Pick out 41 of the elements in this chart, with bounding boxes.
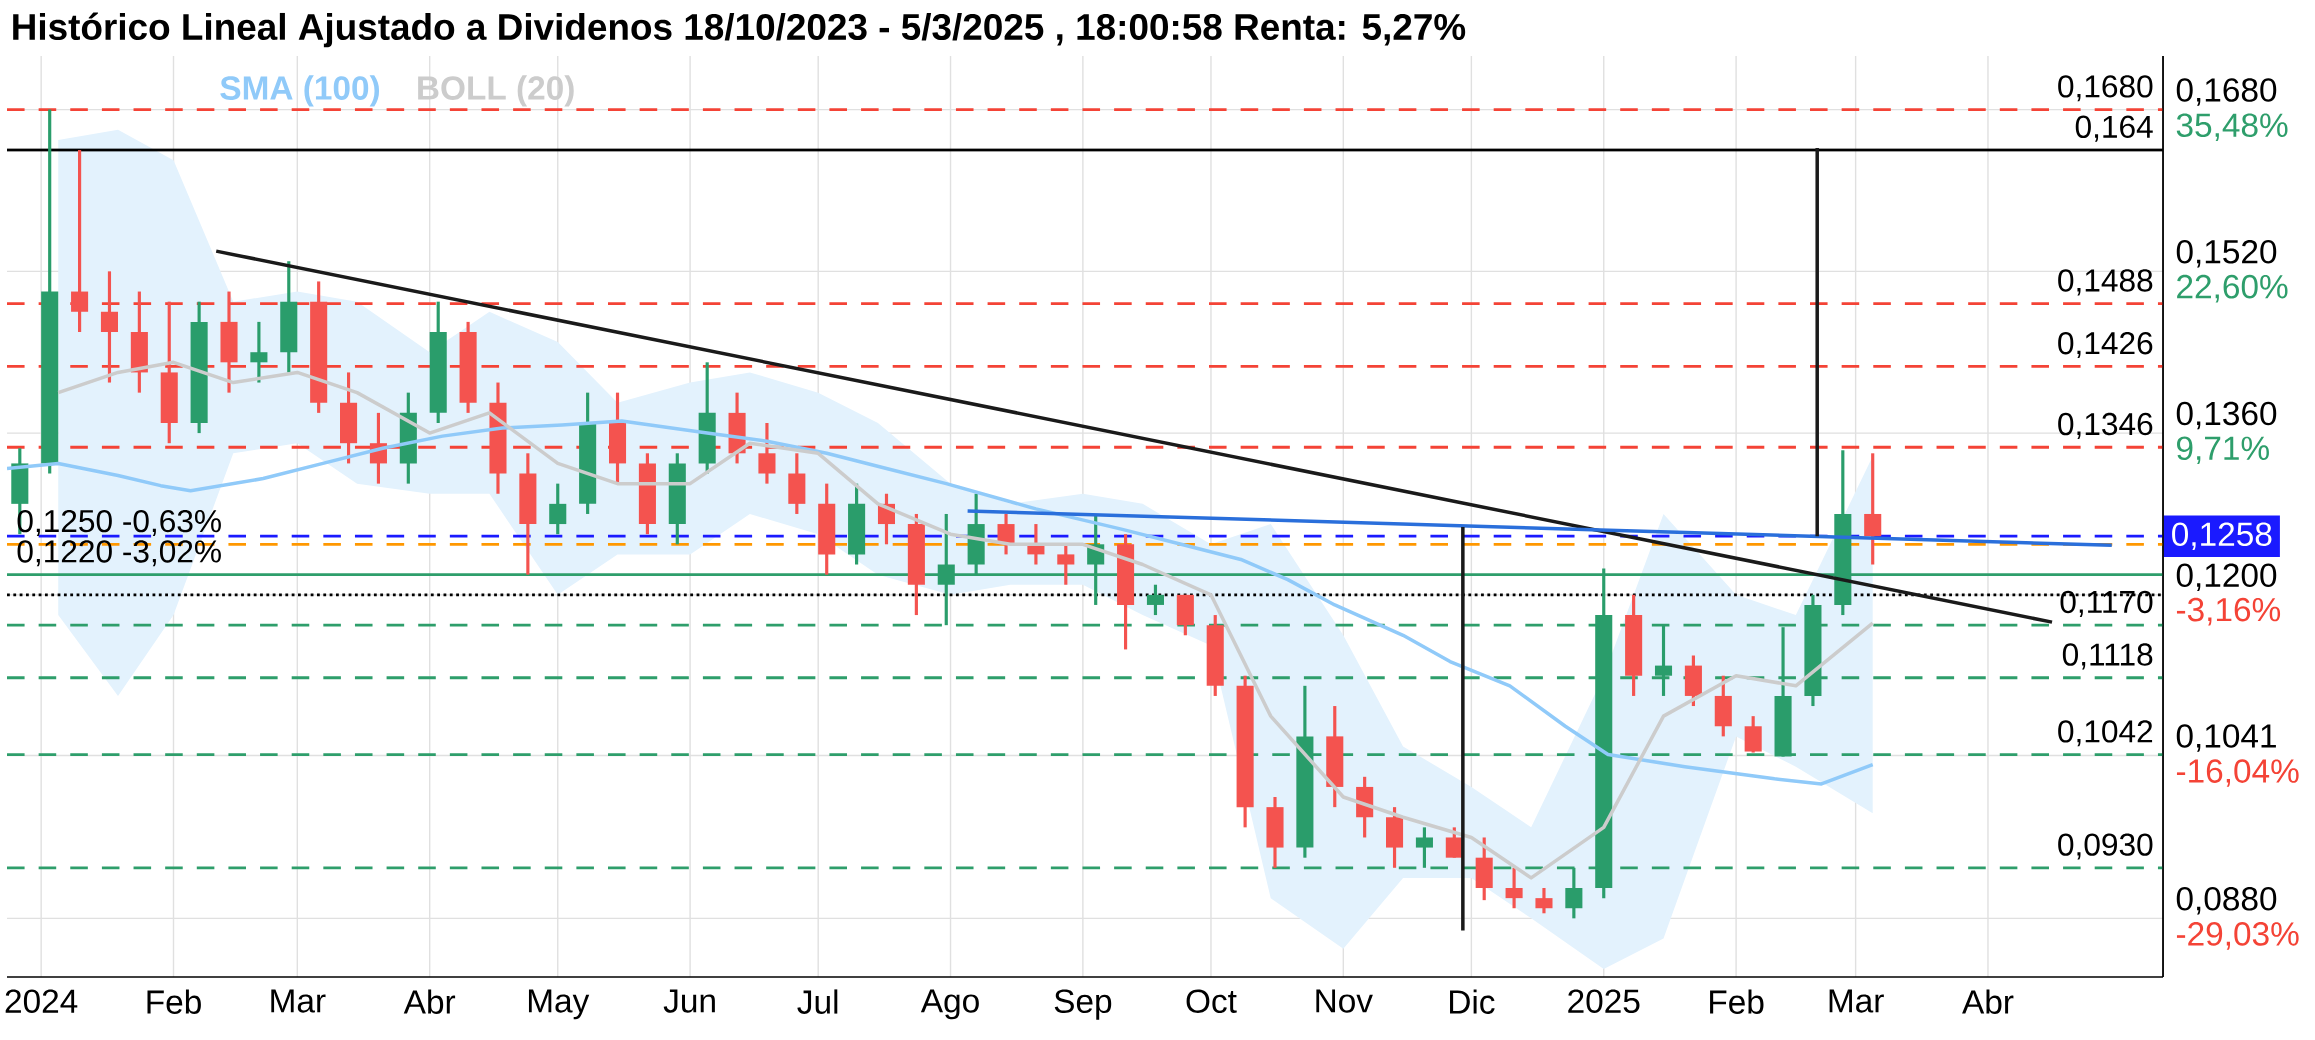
x-tick-label: Feb: [1710, 989, 1764, 1014]
x-tick-label: Feb: [147, 989, 201, 1014]
ref-line-label: 0,1488: [2058, 269, 2153, 296]
x-tick-label: Sep: [1054, 989, 1112, 1020]
ref-line-label: 0,1042: [2058, 720, 2153, 747]
x-tick-label: Jun: [663, 989, 715, 1013]
y-tick-label: 0,1360: [2176, 401, 2277, 430]
x-tick-label: Ago: [920, 989, 979, 1020]
x-tick-label: Mar: [271, 989, 326, 1013]
y2-tick-label: -16,04%: [2176, 759, 2299, 787]
ref-line-label: 0,1220 -3,02%: [17, 540, 221, 567]
x-tick-label: Abr: [403, 989, 456, 1014]
x-tick-label: Abr: [1962, 989, 2014, 1014]
ref-line-label: 0,1680: [2058, 75, 2153, 102]
ref-line-label: 0,0930: [2058, 833, 2153, 860]
y-tick-label: 0,0880: [2176, 886, 2277, 915]
ref-line-label: 0,1118: [2062, 643, 2153, 670]
y2-tick-label: -29,03%: [2176, 922, 2299, 950]
text: SMA (100): [220, 75, 380, 107]
x-tick-label: Dic: [1450, 989, 1495, 1014]
y-tick-label: 0,1041: [2176, 724, 2276, 752]
y2-tick-label: -3,16%: [2176, 597, 2281, 626]
ref-line-label: 0,1170: [2060, 590, 2153, 617]
x-tick-label: May: [528, 989, 590, 1020]
ref-line-label: 0,1426: [2058, 331, 2153, 359]
y2-tick-label: 9,71%: [2177, 436, 2269, 465]
y-tick-label: 0,1200: [2176, 563, 2277, 592]
ref-line-label: 0,164: [2075, 115, 2153, 142]
x-tick-label: 2024: [5, 989, 78, 1014]
chart-title: Histórico Lineal Ajustado a Dividenos 18/10/2023 - 5/3/2025 , 18:00:58 Renta: 5,27%: [13, 12, 1466, 48]
ref-line-label: 0,1258: [2172, 522, 2272, 551]
x-tick-label: Nov: [1316, 989, 1373, 1013]
y-tick-label: 0,1520: [2176, 239, 2277, 268]
x-tick-label: Mar: [1829, 989, 1884, 1013]
ref-line-label: 0,1346: [2058, 412, 2153, 439]
x-tick-label: Jul: [797, 989, 838, 1014]
x-tick-label: 2025: [1568, 989, 1640, 1014]
x-tick-label: Oct: [1186, 989, 1237, 1014]
y2-tick-label: 22,60%: [2177, 274, 2288, 303]
y2-tick-label: 35,48%: [2176, 113, 2288, 142]
y-tick-label: 0,1680: [2176, 78, 2277, 106]
